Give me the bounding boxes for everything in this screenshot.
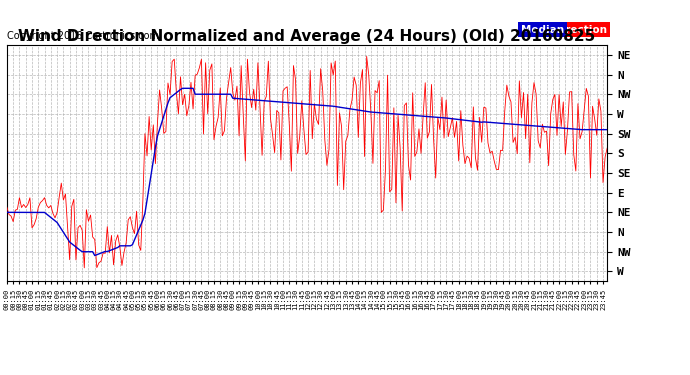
Text: Copyright 2016 Cartronics.com: Copyright 2016 Cartronics.com — [7, 32, 159, 41]
Text: Median: Median — [521, 25, 564, 34]
Title: Wind Direction Normalized and Average (24 Hours) (Old) 20160825: Wind Direction Normalized and Average (2… — [19, 29, 595, 44]
Text: Direction: Direction — [553, 25, 607, 34]
